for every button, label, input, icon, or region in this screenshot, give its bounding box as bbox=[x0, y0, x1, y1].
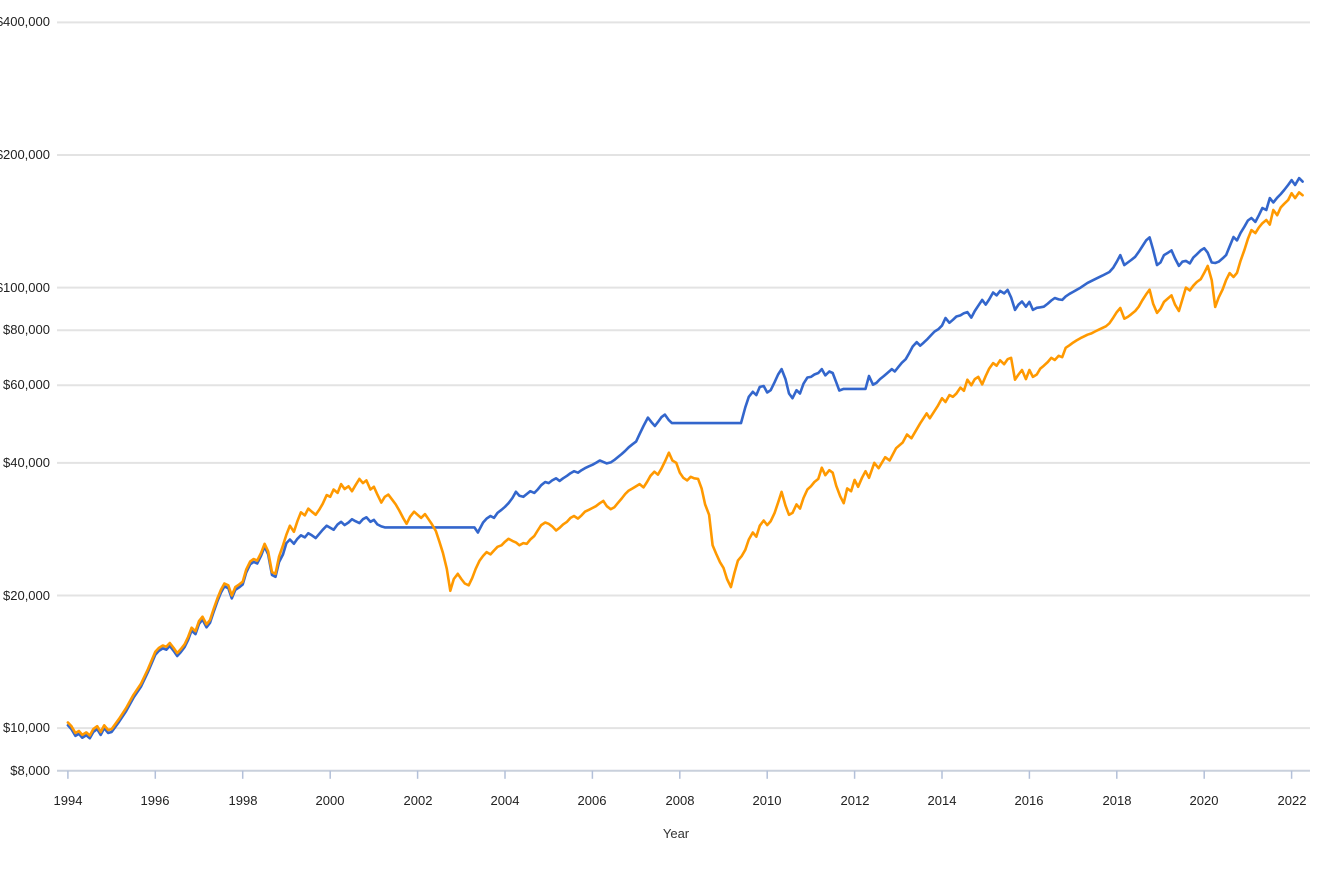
x-axis-baseline-and-ticks bbox=[57, 769, 1310, 779]
gridlines bbox=[57, 21, 1310, 730]
x-axis-label: 2010 bbox=[752, 793, 782, 808]
x-axis-label: 1994 bbox=[53, 793, 83, 808]
x-axis-label: 2018 bbox=[1102, 793, 1132, 808]
y-axis-label: $10,000 bbox=[3, 720, 50, 735]
x-axis-label: 1998 bbox=[228, 793, 258, 808]
y-axis-label: $80,000 bbox=[3, 322, 50, 337]
x-axis-label: 1996 bbox=[140, 793, 170, 808]
x-axis-label: 2014 bbox=[927, 793, 957, 808]
x-axis-title: Year bbox=[662, 826, 690, 841]
y-axis-label: $400,000 bbox=[0, 14, 50, 29]
x-axis-label: 2008 bbox=[665, 793, 695, 808]
chart-series[interactable] bbox=[66, 176, 1304, 740]
x-axis-label: 2000 bbox=[315, 793, 345, 808]
x-axis-label: 2016 bbox=[1014, 793, 1044, 808]
y-axis-label: $100,000 bbox=[0, 280, 50, 295]
y-axis-label: $60,000 bbox=[3, 377, 50, 392]
y-axis-label: $200,000 bbox=[0, 147, 50, 162]
x-axis-label: 2002 bbox=[403, 793, 433, 808]
y-axis-label: $40,000 bbox=[3, 455, 50, 470]
x-axis-label: 2020 bbox=[1189, 793, 1219, 808]
x-axis-label: 2012 bbox=[840, 793, 870, 808]
x-axis-label: 2006 bbox=[577, 793, 607, 808]
x-axis-label: 2022 bbox=[1277, 793, 1307, 808]
y-axis-label: $8,000 bbox=[10, 763, 50, 778]
series_blue-line[interactable] bbox=[66, 176, 1304, 740]
x-axis-label: 2004 bbox=[490, 793, 520, 808]
y-axis-label: $20,000 bbox=[3, 588, 50, 603]
series_orange-line[interactable] bbox=[66, 191, 1304, 737]
